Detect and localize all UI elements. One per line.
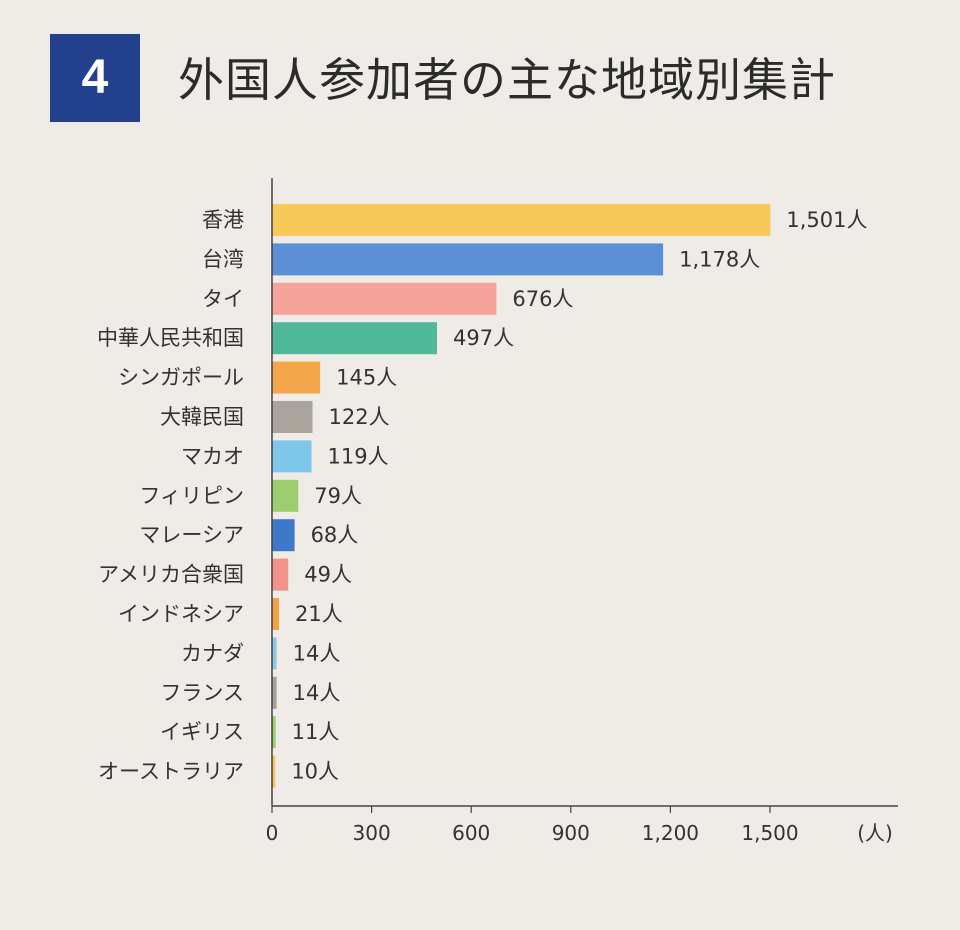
category-label: イギリス <box>160 720 244 744</box>
category-label: 中華人民共和国 <box>97 326 244 350</box>
x-tick-label: 0 <box>266 821 279 845</box>
value-label: 49人 <box>304 563 352 587</box>
value-label: 14人 <box>293 641 341 665</box>
bar <box>272 479 299 512</box>
category-label: アメリカ合衆国 <box>98 563 244 587</box>
bar <box>272 716 276 749</box>
category-label: シンガポール <box>118 366 244 390</box>
x-tick-label: 1,500 <box>741 821 798 845</box>
bar <box>272 519 295 552</box>
value-label: 122人 <box>329 405 390 429</box>
x-tick-label: 900 <box>552 821 590 845</box>
section-number-badge: 4 <box>50 34 140 122</box>
value-label: 1,178人 <box>679 247 760 271</box>
value-label: 145人 <box>336 366 397 390</box>
category-label: タイ <box>202 287 244 311</box>
value-label: 10人 <box>291 760 339 784</box>
category-label: フィリピン <box>139 484 244 508</box>
chart-title: 外国人参加者の主な地域別集計 <box>178 53 836 107</box>
value-label: 11人 <box>292 720 340 744</box>
bar <box>272 243 664 276</box>
value-label: 119人 <box>328 444 389 468</box>
category-label: オーストラリア <box>98 760 244 784</box>
category-label: インドネシア <box>118 602 244 626</box>
category-label: 大韓民国 <box>160 405 244 429</box>
bar <box>272 755 276 788</box>
category-label: 台湾 <box>202 247 244 271</box>
category-label: カナダ <box>181 641 244 665</box>
bar <box>272 322 438 355</box>
bar <box>272 637 277 670</box>
category-label: 香港 <box>202 208 244 232</box>
value-label: 21人 <box>295 602 343 626</box>
value-label: 497人 <box>453 326 514 350</box>
x-tick-label: 300 <box>353 821 391 845</box>
x-tick-label: 600 <box>452 821 490 845</box>
x-tick-label: 1,200 <box>642 821 699 845</box>
bar <box>272 204 771 236</box>
x-axis-unit-label: (人) <box>857 821 893 845</box>
bar <box>272 676 277 709</box>
value-label: 14人 <box>293 681 341 705</box>
value-label: 79人 <box>314 484 362 508</box>
bar <box>272 558 289 591</box>
value-label: 1,501人 <box>786 208 867 232</box>
bar <box>272 401 313 433</box>
bar <box>272 282 497 315</box>
value-label: 676人 <box>512 287 573 311</box>
value-label: 68人 <box>311 523 359 547</box>
bar <box>272 361 321 394</box>
category-label: フランス <box>160 681 244 705</box>
category-label: マカオ <box>181 444 244 468</box>
bar <box>272 598 279 630</box>
bar <box>272 440 312 473</box>
category-label: マレーシア <box>139 523 244 547</box>
